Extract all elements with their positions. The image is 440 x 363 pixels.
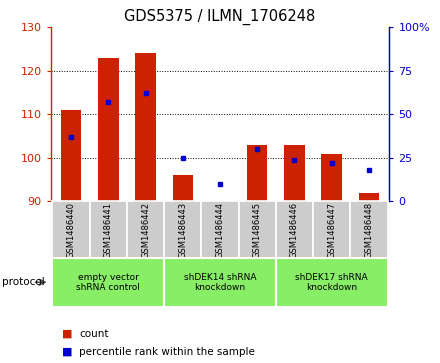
Text: empty vector
shRNA control: empty vector shRNA control xyxy=(77,273,140,292)
Bar xyxy=(238,201,276,258)
Bar xyxy=(136,53,156,201)
Bar xyxy=(350,201,388,258)
Bar xyxy=(202,201,238,258)
Text: GSM1486442: GSM1486442 xyxy=(141,201,150,258)
Text: ■: ■ xyxy=(62,329,72,339)
Bar xyxy=(284,145,304,201)
Bar xyxy=(164,201,202,258)
Bar xyxy=(90,201,127,258)
Text: count: count xyxy=(79,329,109,339)
Bar xyxy=(127,201,164,258)
Text: percentile rank within the sample: percentile rank within the sample xyxy=(79,347,255,357)
Bar xyxy=(52,258,164,307)
Bar xyxy=(359,193,379,201)
Bar xyxy=(98,58,118,201)
Text: GSM1486440: GSM1486440 xyxy=(66,201,76,258)
Text: GSM1486445: GSM1486445 xyxy=(253,201,262,258)
Bar xyxy=(247,145,268,201)
Bar xyxy=(61,110,81,201)
Bar xyxy=(164,258,276,307)
Text: GSM1486441: GSM1486441 xyxy=(104,201,113,258)
Bar xyxy=(322,154,342,201)
Text: GSM1486447: GSM1486447 xyxy=(327,201,336,258)
Text: GSM1486446: GSM1486446 xyxy=(290,201,299,258)
Text: GSM1486448: GSM1486448 xyxy=(364,201,374,258)
Text: ■: ■ xyxy=(62,347,72,357)
Bar xyxy=(172,175,193,201)
Bar xyxy=(276,258,388,307)
Text: shDEK14 shRNA
knockdown: shDEK14 shRNA knockdown xyxy=(184,273,256,292)
Bar xyxy=(276,201,313,258)
Bar xyxy=(52,201,90,258)
Text: GDS5375 / ILMN_1706248: GDS5375 / ILMN_1706248 xyxy=(125,9,315,25)
Text: GSM1486444: GSM1486444 xyxy=(216,201,224,258)
Text: protocol: protocol xyxy=(2,277,45,287)
Text: shDEK17 shRNA
knockdown: shDEK17 shRNA knockdown xyxy=(295,273,368,292)
Text: GSM1486443: GSM1486443 xyxy=(178,201,187,258)
Bar xyxy=(313,201,350,258)
